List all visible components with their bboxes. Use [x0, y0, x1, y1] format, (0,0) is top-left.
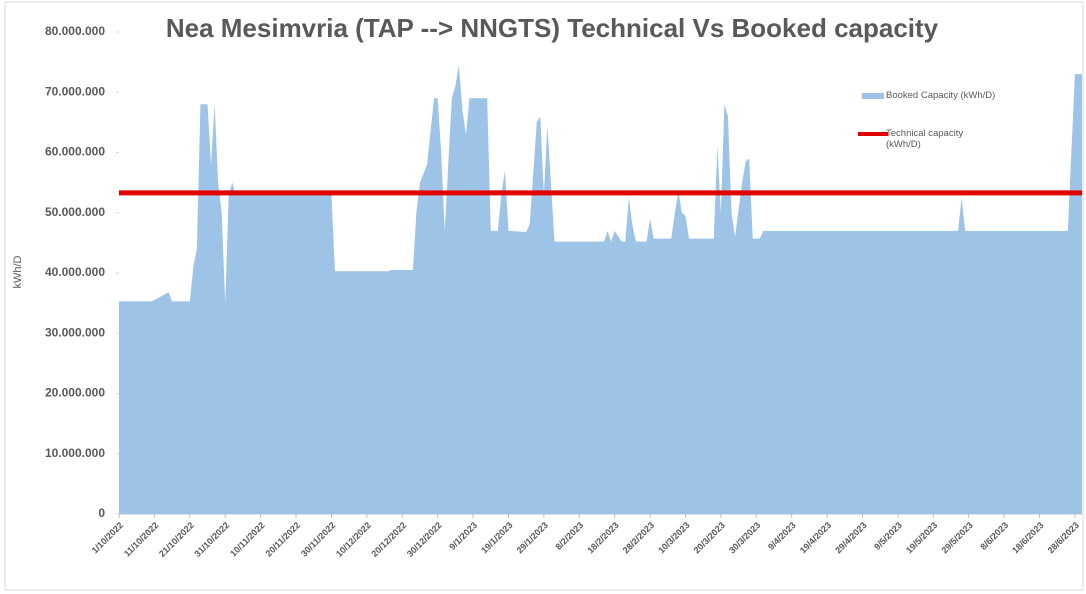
x-tick-label: 8/6/2023 — [978, 520, 1010, 552]
x-tick-label: 19/4/2023 — [798, 520, 833, 555]
x-tick-label: 28/2/2023 — [621, 520, 656, 555]
x-tick-label: 21/10/2022 — [157, 520, 196, 559]
x-tick-label: 20/11/2022 — [264, 520, 303, 559]
y-tick-label: 10.000.000 — [45, 446, 105, 460]
y-tick-label: 80.000.000 — [45, 24, 105, 38]
x-tick-label: 10/3/2023 — [656, 520, 691, 555]
x-tick-label: 10/12/2022 — [334, 520, 373, 559]
y-tick-label: 0 — [98, 506, 105, 520]
x-tick-label: 29/4/2023 — [833, 520, 868, 555]
x-tick-label: 20/12/2022 — [369, 520, 408, 559]
y-tick-label: 40.000.000 — [45, 265, 105, 279]
x-tick-label: 31/10/2022 — [192, 520, 231, 559]
x-tick-label: 1/10/2022 — [90, 520, 125, 555]
y-axis-label: kWh/D — [12, 255, 24, 288]
legend-swatch — [862, 93, 884, 99]
x-tick-label: 18/2/2023 — [585, 520, 620, 555]
legend-label: Booked Capacity (kWh/D) — [886, 90, 996, 101]
x-tick-label: 30/3/2023 — [727, 520, 762, 555]
x-tick-label: 18/6/2023 — [1010, 520, 1045, 555]
legend-entry: Booked Capacity (kWh/D) — [886, 90, 996, 101]
x-tick-label: 10/11/2022 — [228, 520, 267, 559]
y-tick-label: 60.000.000 — [45, 145, 105, 159]
x-tick-label: 30/11/2022 — [299, 520, 338, 559]
x-tick-label: 28/6/2023 — [1046, 520, 1081, 555]
booked-area — [119, 65, 1082, 514]
x-tick-label: 9/4/2023 — [766, 520, 798, 552]
legend-entry: Technical capacity (kWh/D) — [886, 128, 964, 150]
x-tick-label: 29/5/2023 — [939, 520, 974, 555]
x-tick-label: 29/1/2023 — [515, 520, 550, 555]
legend-label: Technical capacity (kWh/D) — [886, 128, 964, 150]
x-tick-label: 19/5/2023 — [904, 520, 939, 555]
chart-border — [4, 1, 1084, 591]
x-tick-label: 20/3/2023 — [692, 520, 727, 555]
x-tick-label: 9/1/2023 — [447, 520, 479, 552]
y-tick-label: 50.000.000 — [45, 205, 105, 219]
x-tick-label: 30/12/2022 — [405, 520, 444, 559]
x-tick-label: 8/2/2023 — [553, 520, 585, 552]
x-tick-label: 19/1/2023 — [479, 520, 514, 555]
y-tick-label: 30.000.000 — [45, 325, 105, 339]
plot-area — [119, 65, 1082, 514]
x-tick-label: 11/10/2022 — [122, 520, 161, 559]
y-tick-label: 20.000.000 — [45, 386, 105, 400]
chart-title: Nea Mesimvria (TAP --> NNGTS) Technical … — [166, 13, 939, 43]
x-tick-label: 9/5/2023 — [872, 520, 904, 552]
y-tick-label: 70.000.000 — [45, 84, 105, 98]
